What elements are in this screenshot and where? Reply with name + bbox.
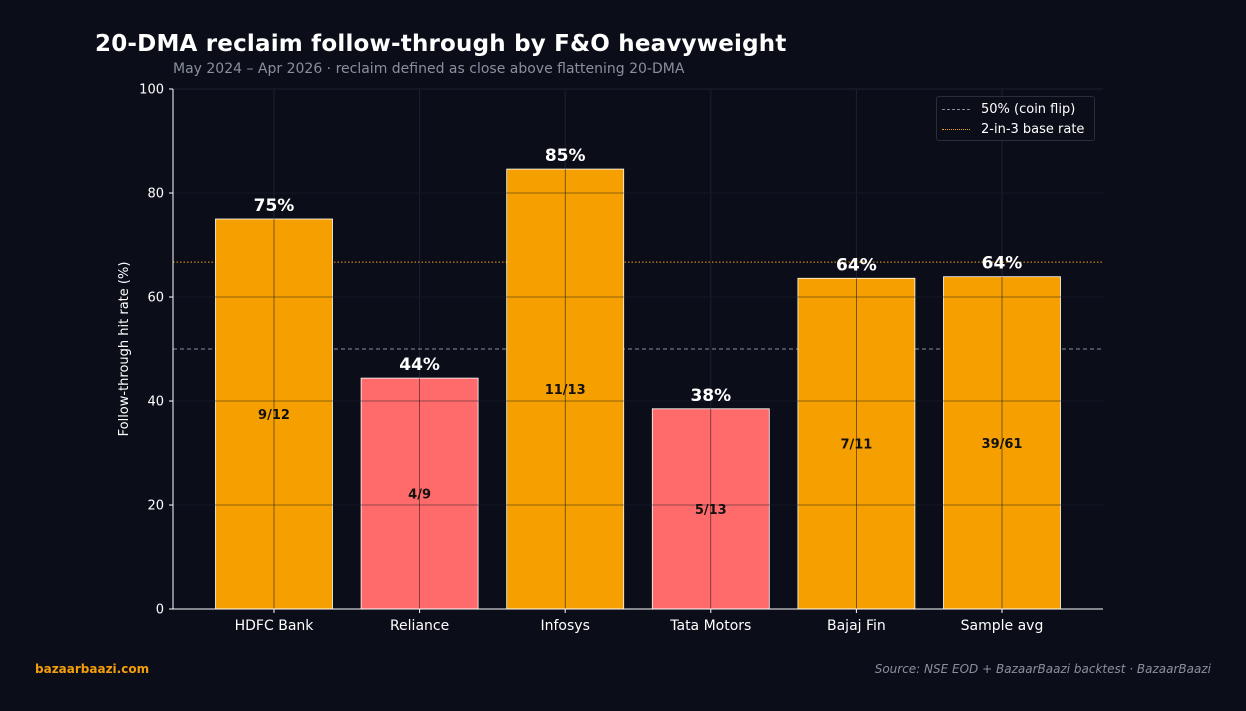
y-tick-label: 60 [147,291,164,306]
legend-item-base-rate: 2-in-3 base rate [942,120,1084,138]
count-label: 7/11 [840,438,872,453]
chart-subtitle: May 2024 – Apr 2026 · reclaim defined as… [173,61,685,77]
count-label: 9/12 [258,408,290,423]
count-label: 4/9 [408,488,431,503]
count-label: 11/13 [545,383,586,398]
value-label: 64% [982,254,1023,274]
y-tick-label: 100 [139,83,164,98]
x-tick-label: HDFC Bank [235,618,315,634]
x-tick-label: Bajaj Fin [827,618,886,634]
value-label: 64% [836,255,877,275]
legend-label-base-rate: 2-in-3 base rate [981,121,1085,137]
base-rate-swatch [942,128,970,130]
footer-source: Source: NSE EOD + BazaarBaazi backtest ·… [874,662,1211,676]
coin-flip-swatch [942,108,970,110]
y-tick-label: 40 [147,395,164,410]
footer-brand: bazaarbaazi.com [35,662,150,676]
x-tick-label: Sample avg [961,618,1044,634]
y-axis-label: Follow-through hit rate (%) [117,262,132,437]
x-tick-label: Tata Motors [669,618,751,634]
x-tick-label: Reliance [390,618,449,634]
y-tick-label: 0 [156,603,164,618]
legend: 50% (coin flip) 2-in-3 base rate [936,96,1095,141]
count-label: 39/61 [982,437,1023,452]
value-label: 38% [690,386,731,406]
value-label: 75% [254,196,295,216]
x-tick-label: Infosys [541,618,590,634]
count-label: 5/13 [695,503,727,518]
value-label: 44% [399,355,440,375]
chart-title: 20-DMA reclaim follow-through by F&O hea… [95,31,787,57]
legend-item-coin-flip: 50% (coin flip) [942,100,1075,118]
legend-label-coin-flip: 50% (coin flip) [981,101,1076,117]
y-tick-label: 80 [147,187,164,202]
value-label: 85% [545,146,586,166]
y-tick-label: 20 [147,499,164,514]
